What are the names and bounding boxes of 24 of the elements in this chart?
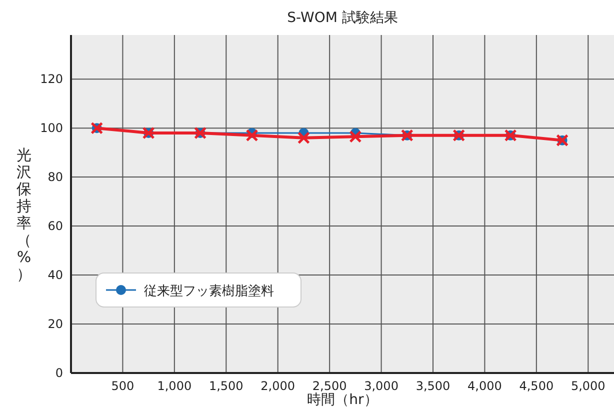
point — [246, 129, 258, 142]
x-tick-label: 3,000 — [364, 379, 398, 393]
x-tick-label: 5,000 — [570, 379, 606, 393]
x-tick-label: 1,000 — [157, 379, 192, 393]
x-tick-label: 2,000 — [260, 379, 296, 393]
x-tick-label: 500 — [111, 379, 134, 393]
point — [349, 130, 362, 143]
x-tick-label: 4,500 — [519, 379, 554, 393]
x-tick-label: 3,500 — [416, 379, 450, 393]
y-tick-label: 60 — [48, 219, 63, 234]
x-axis-title: 時間（hr） — [307, 392, 378, 408]
y-tick-label: 80 — [48, 170, 63, 184]
y-tick-label: 0 — [55, 366, 63, 380]
x-tick-label: 1,500 — [208, 379, 244, 393]
legend-label: 従来型フッ素樹脂塗料 — [144, 284, 274, 299]
x-tick-label: 2,500 — [312, 379, 347, 393]
chart-title: S-WOM 試験結果 — [287, 10, 398, 26]
point — [297, 132, 310, 144]
y-tick-label: 100 — [40, 121, 63, 136]
y-tick-label: 20 — [48, 317, 63, 332]
y-tick-label: 120 — [40, 72, 63, 86]
y-tick-label: 40 — [48, 268, 63, 282]
x-tick-label: 4,000 — [468, 379, 502, 393]
y-axis-title: 光沢保持率（%） — [16, 146, 32, 283]
